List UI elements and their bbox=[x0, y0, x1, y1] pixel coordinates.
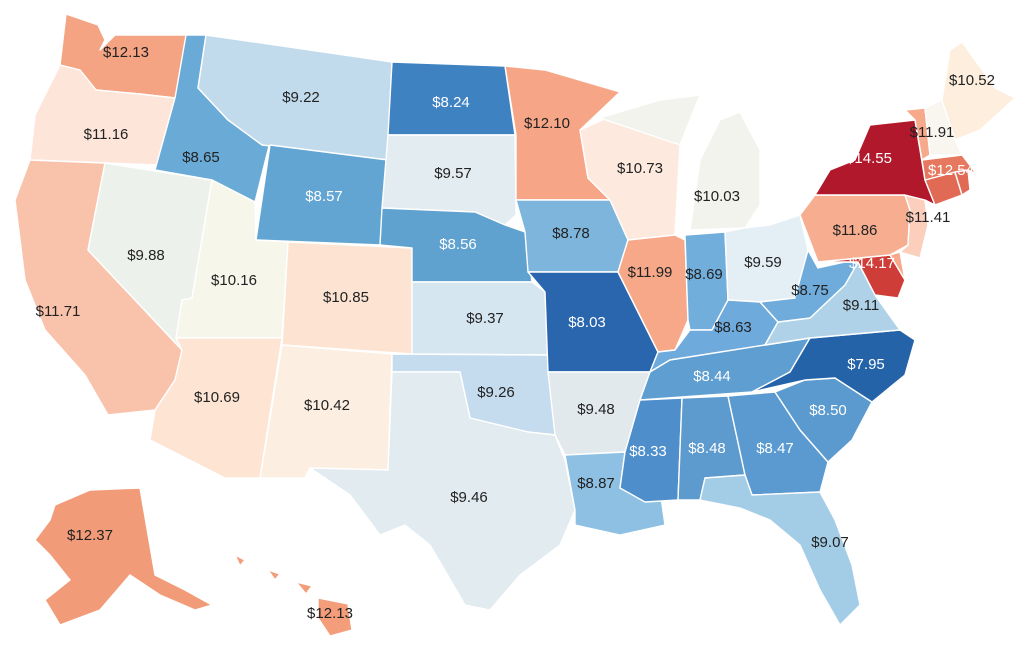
state-label-MO: $8.03 bbox=[568, 314, 606, 331]
state-label-TX: $9.46 bbox=[450, 489, 488, 506]
state-label-ID: $8.65 bbox=[182, 149, 220, 166]
state-label-OK: $9.26 bbox=[477, 384, 515, 401]
state-label-CA: $11.71 bbox=[36, 303, 81, 320]
state-label-NC: $7.95 bbox=[847, 356, 885, 373]
state-AZ bbox=[149, 337, 283, 479]
state-label-MD: $14.17 bbox=[849, 255, 895, 272]
state-label-CT: $12.54 bbox=[928, 162, 974, 179]
state-label-WA: $12.13 bbox=[103, 44, 149, 61]
state-label-FL: $9.07 bbox=[811, 534, 849, 551]
state-label-GA: $8.47 bbox=[756, 440, 794, 457]
state-label-NY: $14.55 bbox=[846, 150, 892, 167]
state-label-NJ: $11.41 bbox=[906, 209, 951, 226]
state-label-AR: $9.48 bbox=[577, 401, 615, 418]
state-label-LA: $8.87 bbox=[577, 475, 615, 492]
state-MA bbox=[921, 154, 991, 181]
state-ME bbox=[941, 41, 1016, 141]
state-label-CO: $10.85 bbox=[323, 289, 369, 306]
state-label-AK: $12.37 bbox=[67, 527, 113, 544]
state-label-MT: $9.22 bbox=[282, 89, 320, 106]
state-label-VA: $9.11 bbox=[843, 297, 879, 314]
state-label-PA: $11.86 bbox=[833, 222, 878, 239]
state-label-AL: $8.48 bbox=[688, 440, 726, 457]
state-label-IN: $8.69 bbox=[685, 266, 723, 283]
state-DE bbox=[889, 251, 906, 281]
state-MI bbox=[599, 94, 761, 231]
state-label-WV: $8.75 bbox=[791, 282, 829, 299]
state-NJ bbox=[899, 194, 929, 259]
state-HI bbox=[234, 554, 353, 637]
state-WV bbox=[759, 249, 859, 323]
state-label-KY: $8.63 bbox=[714, 319, 752, 336]
state-label-ME: $10.52 bbox=[949, 72, 995, 89]
state-label-NM: $10.42 bbox=[304, 397, 350, 414]
state-label-TN: $8.44 bbox=[693, 368, 731, 385]
state-TX bbox=[309, 371, 576, 611]
state-NH bbox=[924, 99, 963, 156]
state-label-IL: $11.99 bbox=[628, 264, 673, 281]
state-label-IA: $8.78 bbox=[552, 225, 590, 242]
state-label-WI: $10.73 bbox=[617, 160, 663, 177]
state-VT bbox=[904, 107, 931, 161]
state-label-AZ: $10.69 bbox=[194, 389, 240, 406]
state-label-NE: $8.56 bbox=[439, 236, 477, 253]
state-label-OR: $11.16 bbox=[84, 126, 129, 143]
state-label-UT: $10.16 bbox=[211, 272, 257, 289]
state-label-KS: $9.37 bbox=[466, 310, 504, 327]
state-label-MS: $8.33 bbox=[629, 443, 667, 460]
state-label-NV: $9.88 bbox=[127, 247, 165, 264]
state-label-SD: $9.57 bbox=[434, 165, 472, 182]
state-FL bbox=[699, 474, 861, 626]
state-label-WY: $8.57 bbox=[305, 188, 343, 205]
state-AK bbox=[34, 487, 213, 626]
state-label-ND: $8.24 bbox=[432, 94, 470, 111]
state-label-OH: $9.59 bbox=[744, 254, 782, 271]
state-label-SC: $8.50 bbox=[809, 402, 847, 419]
state-label-HI: $12.13 bbox=[307, 605, 353, 622]
state-label-MI: $10.03 bbox=[694, 188, 740, 205]
state-label-MN: $12.10 bbox=[524, 115, 570, 132]
state-label-VT: $11.91 bbox=[910, 124, 955, 141]
